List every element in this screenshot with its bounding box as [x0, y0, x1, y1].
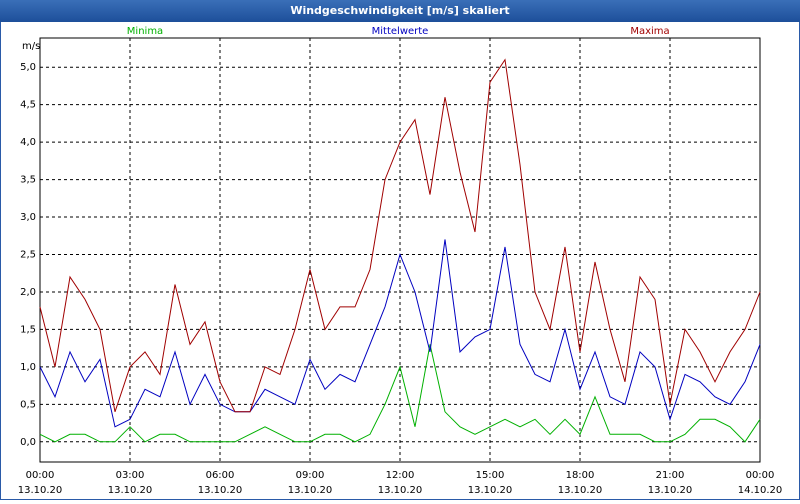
legend-entry: Minima	[127, 26, 163, 37]
x-tick-date: 13.10.20	[108, 485, 153, 496]
x-tick-date: 14.10.20	[738, 485, 783, 496]
x-tick-label: 21:00	[656, 470, 685, 481]
x-tick-label: 03:00	[116, 470, 145, 481]
y-unit-label: m/s	[22, 41, 40, 52]
series-line	[39, 58, 761, 413]
x-tick-label: 09:00	[296, 470, 325, 481]
x-tick-date: 13.10.20	[288, 485, 333, 496]
y-tick-label: 3,0	[20, 212, 36, 223]
chart-title: Windgeschwindigkeit [m/s] skaliert	[290, 4, 509, 17]
y-tick-label: 0,5	[20, 399, 36, 410]
y-tick-label: 3,5	[20, 175, 36, 186]
x-tick-label: 00:00	[746, 470, 775, 481]
y-tick-label: 0,0	[20, 437, 36, 448]
y-tick-label: 2,0	[20, 287, 36, 298]
x-tick-date: 13.10.20	[378, 485, 423, 496]
y-tick-label: 5,0	[20, 62, 36, 73]
y-tick-label: 1,5	[20, 324, 36, 335]
series-line	[39, 239, 761, 428]
title-bar	[0, 0, 800, 22]
legend-entry: Mittelwerte	[372, 26, 429, 37]
y-tick-label: 4,0	[20, 137, 36, 148]
y-tick-label: 2,5	[20, 249, 36, 260]
x-tick-label: 12:00	[386, 470, 415, 481]
x-tick-date: 13.10.20	[648, 485, 693, 496]
y-tick-label: 1,0	[20, 362, 36, 373]
x-tick-date: 13.10.20	[468, 485, 513, 496]
x-tick-label: 18:00	[566, 470, 595, 481]
x-tick-label: 06:00	[206, 470, 235, 481]
legend-entry: Maxima	[630, 26, 669, 37]
x-tick-label: 15:00	[476, 470, 505, 481]
x-tick-date: 13.10.20	[198, 485, 243, 496]
series-line	[39, 344, 761, 443]
y-tick-label: 4,5	[20, 100, 36, 111]
x-tick-label: 00:00	[26, 470, 55, 481]
x-tick-date: 13.10.20	[558, 485, 603, 496]
x-tick-date: 13.10.20	[18, 485, 63, 496]
